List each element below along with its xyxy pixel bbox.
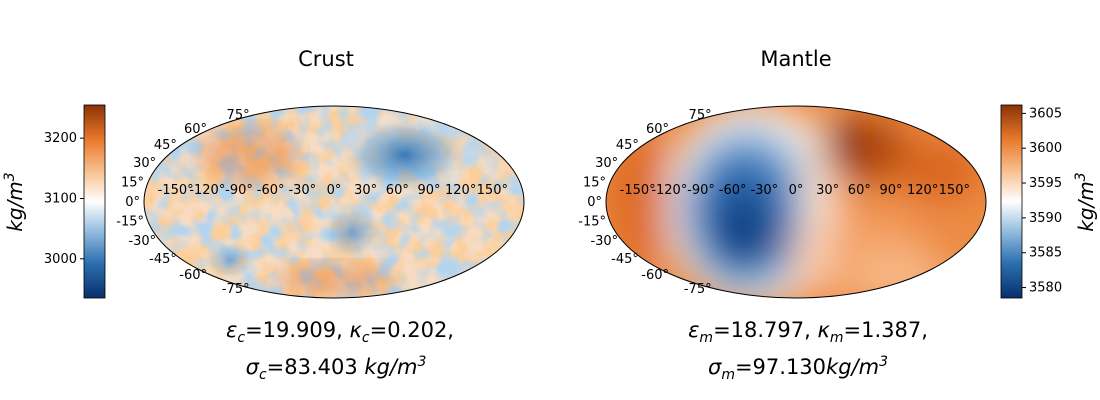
lat-tick-label: -30° [128, 234, 156, 249]
mantle-colorbar-label: kg/m3 [1073, 172, 1098, 231]
lat-tick-label: -60° [641, 268, 669, 283]
lat-tick-label: -60° [179, 268, 207, 283]
lat-tick-label: 0° [125, 195, 140, 210]
lat-tick-label: -15° [578, 215, 606, 230]
mantle-colorbar-gradient [1000, 104, 1023, 299]
lon-tick-label: 0° [789, 183, 804, 198]
colorbar-tick-label: 3600 [1029, 141, 1062, 156]
lon-tick-label: 0° [327, 183, 342, 198]
lat-tick-label: -45° [149, 252, 177, 267]
mantle-stats-line-2: σm=97.130kg/m3 [708, 354, 888, 383]
crust-title: Crust [298, 47, 354, 71]
mantle-map [606, 106, 986, 298]
colorbar-tick-label: 3200 [44, 131, 77, 146]
mantle-map-outline [605, 105, 987, 299]
colorbar-tick-label: 3595 [1029, 176, 1062, 191]
lat-tick-label: 30° [133, 156, 156, 171]
lon-tick-label: -90° [687, 183, 715, 198]
crust-stats-line-1: εc=19.909, κc=0.202, [226, 318, 454, 346]
crust-map-outline [143, 105, 525, 299]
lat-tick-label: -15° [116, 215, 144, 230]
lat-tick-label: 15° [583, 175, 606, 190]
lon-tick-label: 90° [417, 183, 440, 198]
lon-tick-label: 30° [354, 183, 377, 198]
lon-tick-label: -120° [651, 183, 687, 198]
mantle-colorbar: 3580 3585 3590 3595 3600 3605 kg/m3 [1000, 104, 1098, 299]
lon-tick-label: 150° [939, 183, 970, 198]
lat-tick-label: 60° [184, 122, 207, 137]
mantle-colorbar-ticks: 3580 3585 3590 3595 3600 3605 [1022, 106, 1062, 296]
colorbar-tick-label: 3100 [44, 191, 77, 206]
lat-tick-label: -45° [611, 252, 639, 267]
mantle-lat-ticks: 75° 60° 45° 30° 15° 0° -15° -30° -45°-60° -75° [578, 108, 711, 297]
colorbar-tick-label: 3000 [44, 252, 77, 267]
lon-tick-label: -90° [225, 183, 253, 198]
lon-tick-label: -150° [158, 183, 194, 198]
crust-stats-line-2: σc=83.403 kg/m3 [246, 354, 427, 383]
colorbar-tick-label: 3580 [1029, 281, 1062, 296]
mantle-panel: Mantle 75°60°45°30°15°0°-15°-30°-45°-60°… [578, 47, 1098, 383]
mantle-stats-line-1: εm=18.797, κm=1.387, [688, 318, 928, 346]
crust-colorbar-label: kg/m3 [2, 172, 27, 231]
lon-tick-label: 120° [445, 183, 476, 198]
colorbar-tick-label: 3605 [1029, 106, 1062, 121]
lon-tick-label: 150° [477, 183, 508, 198]
lat-tick-label: 30° [595, 156, 618, 171]
lon-tick-label: -60° [257, 183, 285, 198]
lon-tick-label: -60° [719, 183, 747, 198]
crust-lat-ticks: 75° 60° 45° 30° 15° 0° -15° -30° -45°-60° -75° [116, 108, 249, 297]
lon-tick-label: 90° [879, 183, 902, 198]
lon-tick-label: 60° [848, 183, 871, 198]
lon-tick-label: -150° [620, 183, 656, 198]
lat-tick-label: 45° [616, 138, 639, 153]
lat-tick-label: 45° [154, 138, 177, 153]
lon-tick-label: 60° [386, 183, 409, 198]
lon-tick-label: -120° [189, 183, 225, 198]
lat-tick-label: -75° [684, 282, 712, 297]
mantle-title: Mantle [760, 47, 831, 71]
lat-tick-label: -75° [222, 282, 250, 297]
crust-map [144, 106, 524, 298]
lat-tick-label: 0° [587, 195, 602, 210]
mantle-lon-ticks: -150°-120° -90° -60° -30° 0° 30° 60° 90° 120° 150… [620, 183, 970, 198]
crust-colorbar: 3000 3100 3200 kg/m3 [2, 104, 106, 299]
crust-colorbar-gradient [83, 104, 106, 299]
colorbar-tick-label: 3590 [1029, 211, 1062, 226]
lon-tick-label: -30° [750, 183, 778, 198]
lon-tick-label: 30° [816, 183, 839, 198]
lon-tick-label: 120° [907, 183, 938, 198]
crust-colorbar-ticks: 3000 3100 3200 [44, 131, 84, 267]
lat-tick-label: 15° [121, 175, 144, 190]
lat-tick-label: -30° [590, 234, 618, 249]
crust-panel: Crust 75°60°45°30°15°0°-15°-30°-45°-60°-… [2, 47, 525, 383]
lat-tick-label: 75° [689, 108, 712, 123]
colorbar-tick-label: 3585 [1029, 246, 1062, 261]
crust-lon-ticks: -150°-120° -90° -60° -30° 0° 30° 60° 90° 120° 150… [158, 183, 508, 198]
lat-tick-label: 75° [227, 108, 250, 123]
lon-tick-label: -30° [288, 183, 316, 198]
lat-tick-label: 60° [646, 122, 669, 137]
